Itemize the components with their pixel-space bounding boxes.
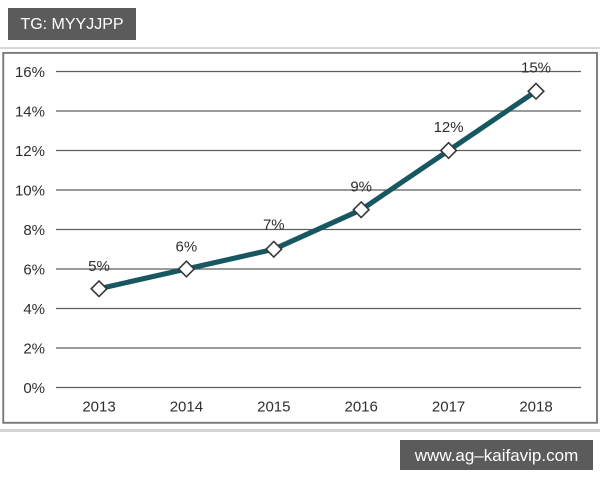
svg-text:2017: 2017 <box>432 399 465 416</box>
svg-text:15%: 15% <box>521 60 551 77</box>
svg-text:2014: 2014 <box>170 399 203 416</box>
svg-text:16%: 16% <box>15 64 45 81</box>
svg-text:2015: 2015 <box>257 399 290 416</box>
svg-text:2013: 2013 <box>82 399 115 416</box>
svg-text:5%: 5% <box>88 258 110 275</box>
svg-text:8%: 8% <box>23 222 45 239</box>
svg-text:12%: 12% <box>434 119 464 136</box>
svg-text:2%: 2% <box>23 340 45 357</box>
svg-text:10%: 10% <box>15 182 45 199</box>
svg-text:4%: 4% <box>23 301 45 318</box>
svg-text:7%: 7% <box>263 217 285 234</box>
svg-text:9%: 9% <box>350 178 372 195</box>
svg-text:2018: 2018 <box>519 399 552 416</box>
svg-text:2016: 2016 <box>345 399 378 416</box>
svg-text:12%: 12% <box>15 143 45 160</box>
svg-text:6%: 6% <box>23 261 45 278</box>
svg-text:0%: 0% <box>23 380 45 397</box>
svg-text:6%: 6% <box>176 238 198 255</box>
svg-text:14%: 14% <box>15 103 45 120</box>
